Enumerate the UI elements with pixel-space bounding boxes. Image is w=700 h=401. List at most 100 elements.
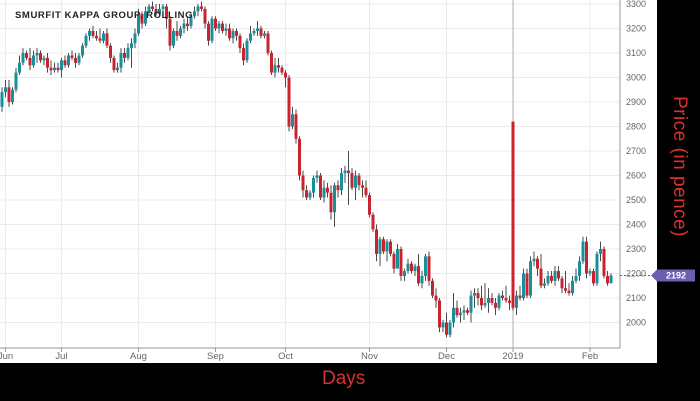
candle-body xyxy=(609,275,613,284)
candle xyxy=(385,239,389,262)
candle-body xyxy=(98,38,102,41)
candle xyxy=(179,26,182,39)
candle xyxy=(487,288,490,313)
candle xyxy=(350,168,354,191)
candle xyxy=(392,251,396,274)
candle-body xyxy=(151,6,154,9)
candle xyxy=(102,30,105,44)
candle xyxy=(263,30,266,39)
candle-body xyxy=(161,6,165,9)
candle-body xyxy=(35,53,39,56)
last-price-label: 2192 xyxy=(666,270,686,280)
candle xyxy=(147,4,151,14)
candle xyxy=(231,28,235,44)
candle-body xyxy=(207,23,210,41)
candle-body xyxy=(25,53,28,58)
candle-body xyxy=(270,53,273,73)
candle xyxy=(427,251,431,286)
candle xyxy=(63,55,67,68)
candle xyxy=(606,271,609,286)
x-tick-label: Aug xyxy=(130,351,147,362)
candle-body xyxy=(116,67,119,71)
candle-body xyxy=(462,310,466,313)
candle-body xyxy=(112,57,116,71)
candle-body xyxy=(543,283,546,286)
candle xyxy=(252,28,256,36)
y-tick-label: 2600 xyxy=(626,171,646,181)
candle-body xyxy=(336,185,340,191)
candle-body xyxy=(123,53,126,58)
axes: 2000 2100 2200 2300 2400 2500 2600 2700 2800 2900… xyxy=(0,0,695,362)
x-tick-label: Jul xyxy=(55,351,67,362)
candle xyxy=(189,13,193,29)
candle-body xyxy=(14,72,18,90)
candle xyxy=(410,261,413,274)
candle-body xyxy=(424,256,427,276)
candle xyxy=(420,271,424,289)
candle xyxy=(203,6,207,29)
candle xyxy=(53,62,56,73)
candle-body xyxy=(301,175,305,191)
candle-body xyxy=(235,30,238,36)
candle xyxy=(546,271,550,286)
candle-body xyxy=(564,288,567,291)
candle xyxy=(193,6,196,19)
candle xyxy=(553,266,557,286)
candle-body xyxy=(539,268,543,286)
candle xyxy=(273,57,277,78)
candle-body xyxy=(445,322,448,335)
candle-body xyxy=(280,67,284,73)
candle-body xyxy=(476,293,480,298)
candle xyxy=(511,121,515,311)
last-price-badge xyxy=(651,269,695,282)
candle xyxy=(119,48,123,73)
candle xyxy=(39,50,42,63)
candle xyxy=(536,256,539,276)
candle-body xyxy=(294,114,298,139)
candle-body xyxy=(452,307,455,323)
candle xyxy=(28,48,32,71)
candle xyxy=(151,1,154,12)
y-tick-label: 2400 xyxy=(626,220,646,230)
candle-body xyxy=(228,28,231,39)
candle-body xyxy=(238,35,242,49)
candle-body xyxy=(347,170,350,174)
candle xyxy=(70,50,74,61)
candle xyxy=(399,246,403,281)
candle-body xyxy=(189,16,193,27)
candle-body xyxy=(518,295,522,298)
candle xyxy=(0,87,4,112)
candle-body xyxy=(0,92,4,107)
y-tick-label: 3000 xyxy=(626,73,646,83)
candle-body xyxy=(333,185,336,213)
candle-body xyxy=(599,249,602,254)
candle xyxy=(312,175,315,198)
candle-body xyxy=(606,275,609,284)
candle xyxy=(294,109,298,144)
x-tick-label: Oct xyxy=(278,351,293,362)
candle-body xyxy=(95,35,98,39)
candle-body xyxy=(406,263,410,272)
candle-body xyxy=(546,275,550,284)
candle xyxy=(238,33,242,53)
candle xyxy=(81,43,84,58)
candle xyxy=(249,26,252,44)
candle-body xyxy=(28,57,32,66)
candle xyxy=(105,28,109,49)
candle-body xyxy=(60,60,63,71)
candle xyxy=(609,273,613,284)
candle xyxy=(434,288,438,308)
candle xyxy=(126,43,130,61)
candle xyxy=(595,251,599,286)
candle-body xyxy=(231,30,235,39)
y-tick-label: 3100 xyxy=(626,48,646,58)
candle-body xyxy=(469,295,473,313)
candle-body xyxy=(53,67,56,71)
candle xyxy=(158,4,161,17)
candle xyxy=(140,11,144,29)
candle-body xyxy=(7,87,11,102)
candle-body xyxy=(448,322,452,335)
candle-body xyxy=(119,53,123,68)
candle-body xyxy=(553,271,557,281)
candle-body xyxy=(224,28,228,31)
